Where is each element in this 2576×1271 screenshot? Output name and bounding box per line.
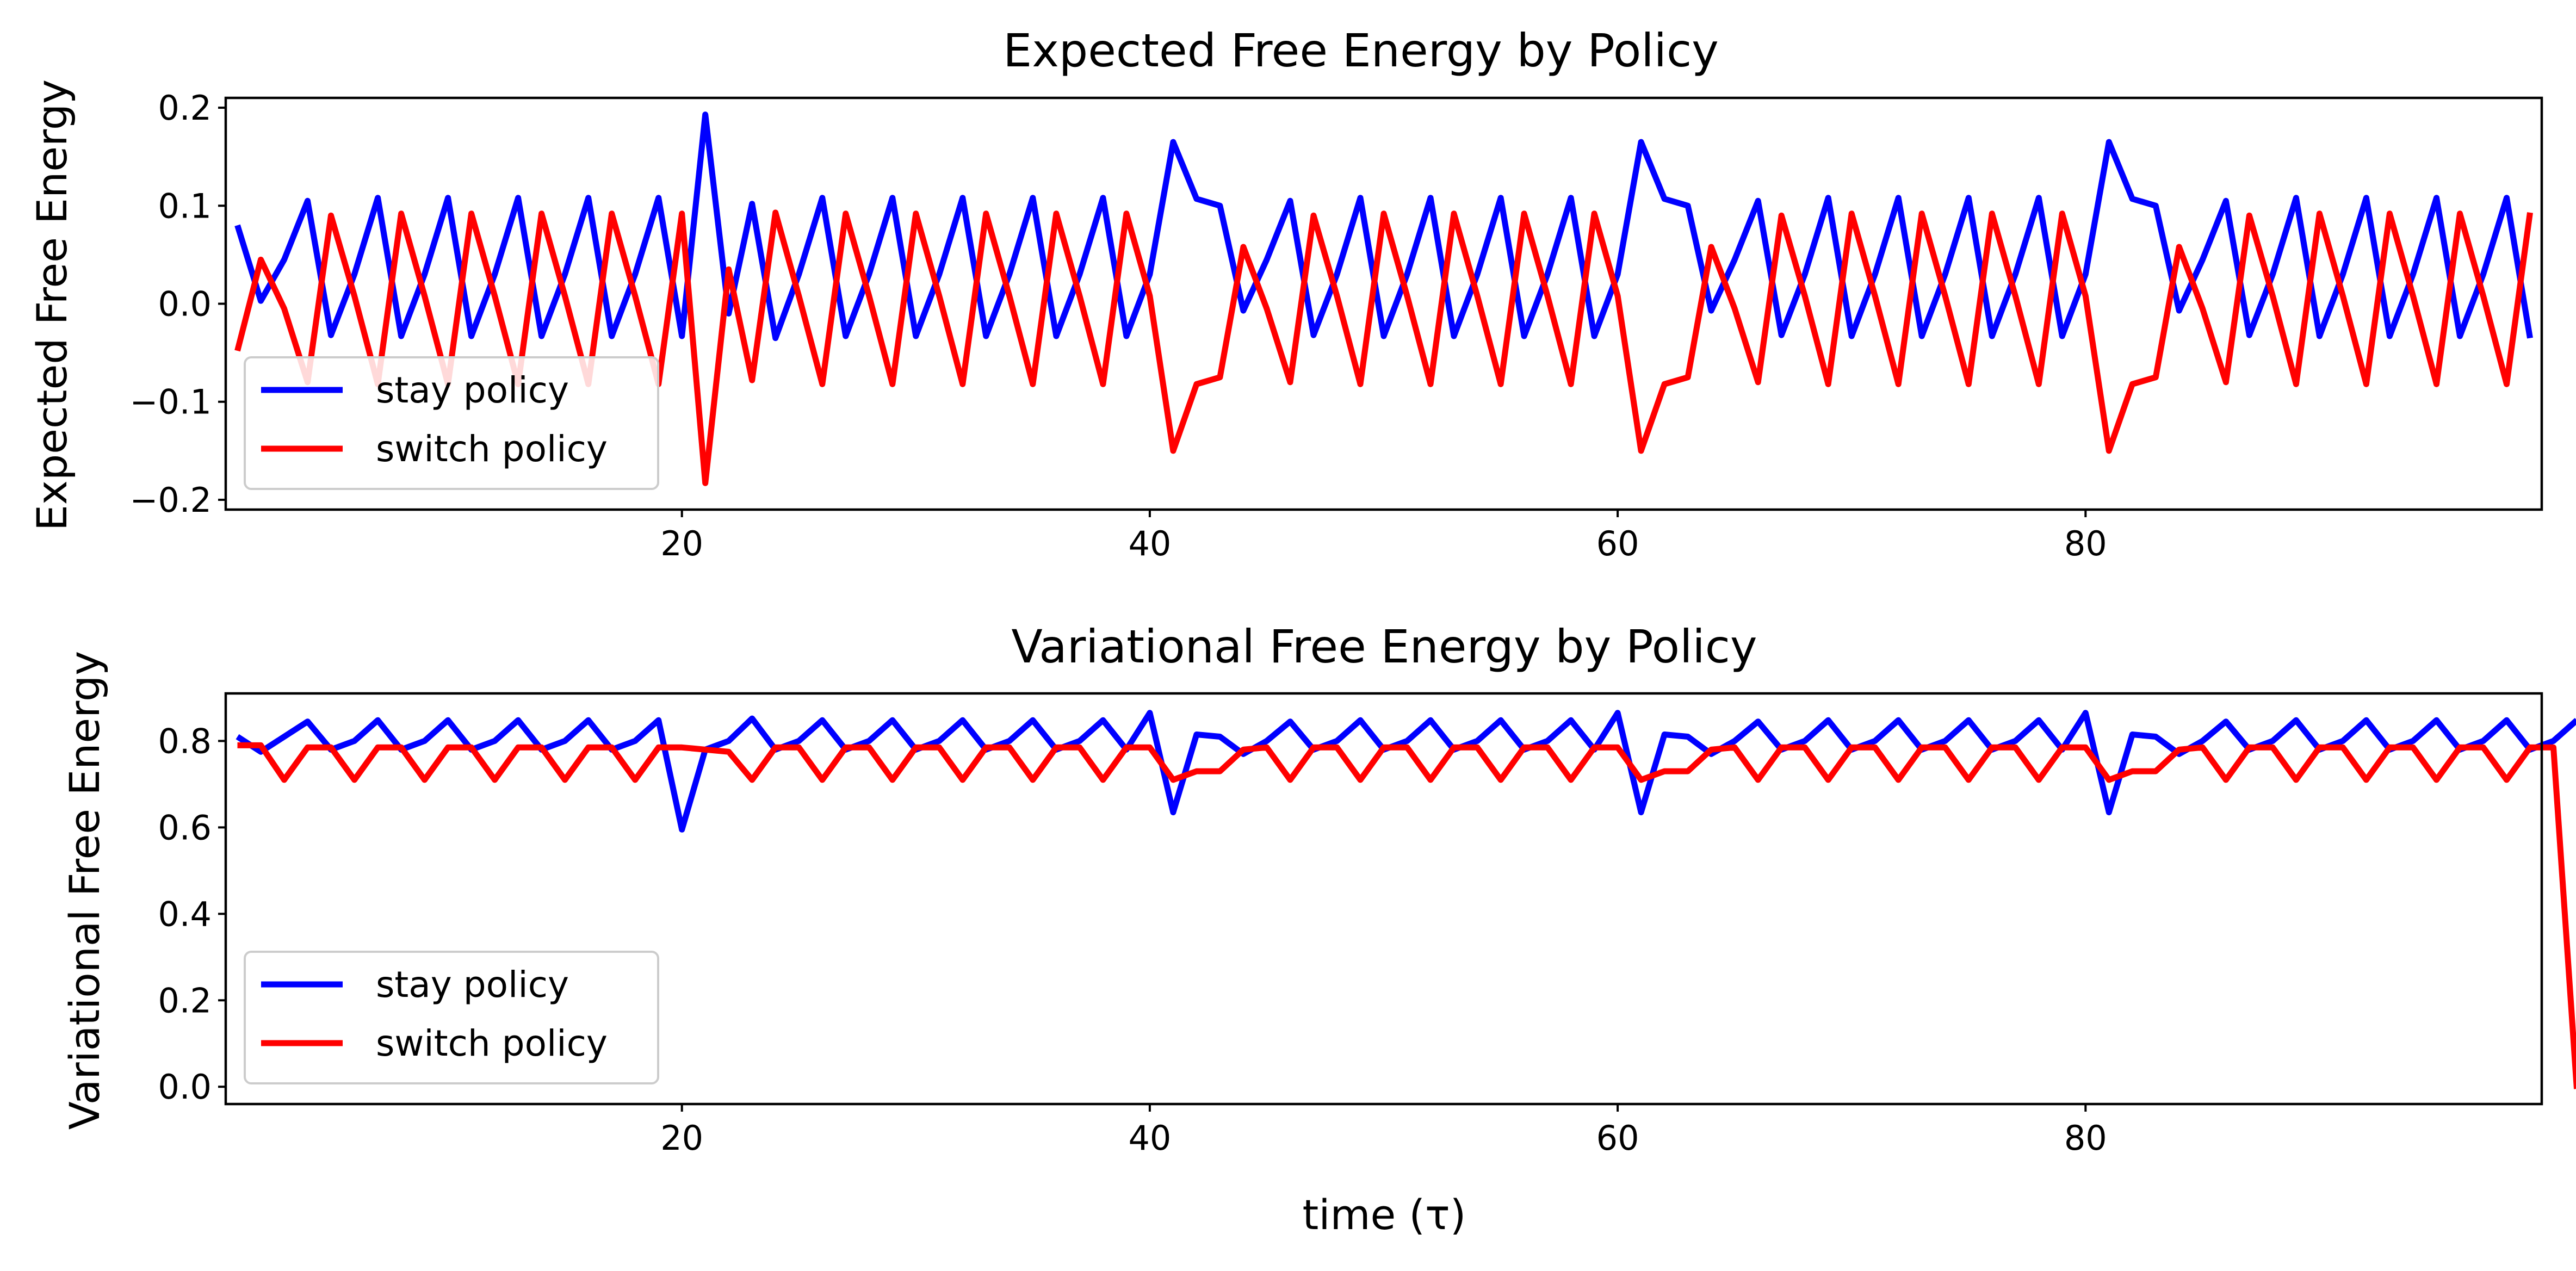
legend: stay policy switch policy (244, 356, 659, 490)
y-tick-label: 0.4 (158, 894, 212, 934)
x-tick-label: 20 (660, 524, 703, 563)
chart-expected-free-energy: Expected Free Energy by Policy Expected … (28, 24, 2543, 563)
legend-box (244, 951, 659, 1084)
chart-variational-free-energy: Variational Free Energy by Policy Variat… (60, 620, 2576, 1239)
plot-area (236, 710, 2576, 1089)
axes-frame (224, 692, 2543, 1106)
y-tick-label: 0.2 (158, 88, 212, 128)
chart-title: Variational Free Energy by Policy (1011, 620, 1757, 673)
legend-label-switch-policy: switch policy (376, 1022, 608, 1064)
legend: stay policy switch policy (244, 951, 659, 1084)
y-axis-label: Variational Free Energy (60, 651, 109, 1130)
y-axis-label: Expected Free Energy (28, 79, 76, 531)
x-tick-label: 40 (1128, 524, 1171, 563)
x-tick-label: 80 (2064, 524, 2107, 563)
y-tick-label: 0.8 (158, 721, 212, 761)
x-tick-label: 80 (2064, 1118, 2107, 1158)
y-tick-label: 0.1 (158, 186, 212, 226)
legend-label-stay-policy: stay policy (376, 964, 569, 1006)
x-tick-label: 40 (1128, 1118, 1171, 1158)
y-tick-label: −0.1 (129, 382, 212, 422)
legend-label-switch-policy: switch policy (376, 428, 608, 470)
y-tick-label: 0.2 (158, 981, 212, 1020)
series-line-switch-policy (237, 742, 2576, 1089)
x-tick-label: 60 (1596, 524, 1639, 563)
x-axis-label: time (τ) (1303, 1191, 1466, 1239)
x-tick-label: 60 (1596, 1118, 1639, 1158)
legend-label-stay-policy: stay policy (376, 369, 569, 411)
y-tick-label: −0.2 (129, 480, 212, 520)
plot-area (234, 111, 2533, 486)
series-line-switch-policy (234, 209, 2533, 486)
x-tick-label: 20 (660, 1118, 703, 1158)
y-tick-label: 0.0 (158, 1067, 212, 1107)
y-tick-label: 0.6 (158, 808, 212, 847)
legend-box (244, 356, 659, 490)
chart-title: Expected Free Energy by Policy (1003, 24, 1719, 77)
y-tick-label: 0.0 (158, 284, 212, 324)
series-line-stay-policy (234, 111, 2533, 342)
